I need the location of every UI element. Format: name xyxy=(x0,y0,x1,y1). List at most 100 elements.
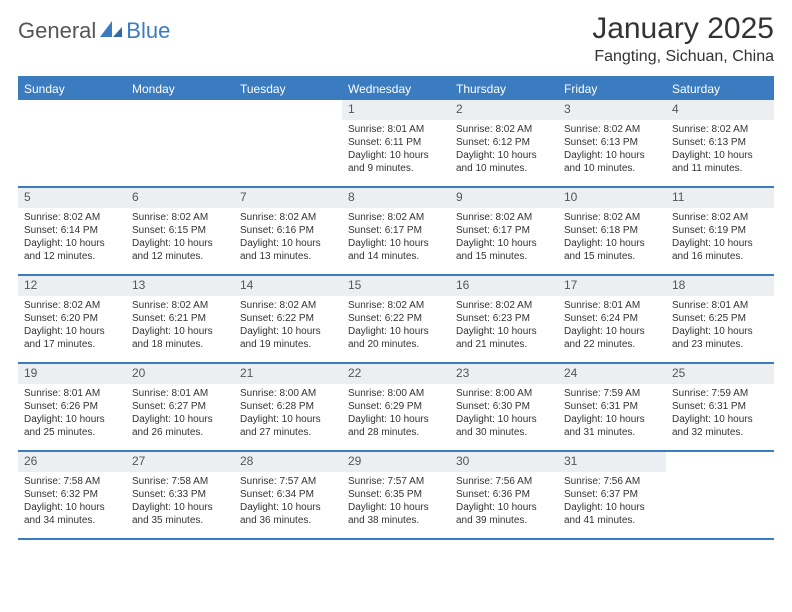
daylight-line: Daylight: 10 hours and 21 minutes. xyxy=(456,325,552,351)
day-body: Sunrise: 7:57 AMSunset: 6:35 PMDaylight:… xyxy=(342,472,450,533)
sunset-line: Sunset: 6:22 PM xyxy=(348,312,444,325)
day-body: Sunrise: 8:02 AMSunset: 6:22 PMDaylight:… xyxy=(342,296,450,357)
daylight-line: Daylight: 10 hours and 32 minutes. xyxy=(672,413,768,439)
sunset-line: Sunset: 6:14 PM xyxy=(24,224,120,237)
sunrise-line: Sunrise: 8:02 AM xyxy=(240,211,336,224)
daylight-line: Daylight: 10 hours and 13 minutes. xyxy=(240,237,336,263)
day-number: 8 xyxy=(342,188,450,208)
day-body: Sunrise: 8:02 AMSunset: 6:17 PMDaylight:… xyxy=(450,208,558,269)
day-body: Sunrise: 7:57 AMSunset: 6:34 PMDaylight:… xyxy=(234,472,342,533)
day-body: Sunrise: 8:02 AMSunset: 6:20 PMDaylight:… xyxy=(18,296,126,357)
day-body: Sunrise: 8:02 AMSunset: 6:17 PMDaylight:… xyxy=(342,208,450,269)
sunset-line: Sunset: 6:20 PM xyxy=(24,312,120,325)
sunrise-line: Sunrise: 8:02 AM xyxy=(240,299,336,312)
day-cell: 30Sunrise: 7:56 AMSunset: 6:36 PMDayligh… xyxy=(450,452,558,538)
day-body: Sunrise: 8:00 AMSunset: 6:29 PMDaylight:… xyxy=(342,384,450,445)
location-label: Fangting, Sichuan, China xyxy=(592,48,774,66)
day-number: 31 xyxy=(558,452,666,472)
day-cell: 26Sunrise: 7:58 AMSunset: 6:32 PMDayligh… xyxy=(18,452,126,538)
sunset-line: Sunset: 6:35 PM xyxy=(348,488,444,501)
day-number: 14 xyxy=(234,276,342,296)
day-cell: 15Sunrise: 8:02 AMSunset: 6:22 PMDayligh… xyxy=(342,276,450,362)
day-cell: 20Sunrise: 8:01 AMSunset: 6:27 PMDayligh… xyxy=(126,364,234,450)
daylight-line: Daylight: 10 hours and 23 minutes. xyxy=(672,325,768,351)
daylight-line: Daylight: 10 hours and 38 minutes. xyxy=(348,501,444,527)
day-body: Sunrise: 7:56 AMSunset: 6:37 PMDaylight:… xyxy=(558,472,666,533)
day-number: 17 xyxy=(558,276,666,296)
week-row: 19Sunrise: 8:01 AMSunset: 6:26 PMDayligh… xyxy=(18,364,774,452)
sunset-line: Sunset: 6:30 PM xyxy=(456,400,552,413)
day-number: 24 xyxy=(558,364,666,384)
calendar-page: General Blue January 2025 Fangting, Sich… xyxy=(0,0,792,552)
sunrise-line: Sunrise: 8:02 AM xyxy=(456,299,552,312)
day-cell xyxy=(666,452,774,538)
sunrise-line: Sunrise: 8:00 AM xyxy=(456,387,552,400)
sunset-line: Sunset: 6:33 PM xyxy=(132,488,228,501)
sunrise-line: Sunrise: 7:57 AM xyxy=(348,475,444,488)
sunrise-line: Sunrise: 8:02 AM xyxy=(132,211,228,224)
day-body: Sunrise: 8:02 AMSunset: 6:18 PMDaylight:… xyxy=(558,208,666,269)
daylight-line: Daylight: 10 hours and 18 minutes. xyxy=(132,325,228,351)
daylight-line: Daylight: 10 hours and 26 minutes. xyxy=(132,413,228,439)
day-number: 20 xyxy=(126,364,234,384)
sunset-line: Sunset: 6:36 PM xyxy=(456,488,552,501)
sunset-line: Sunset: 6:21 PM xyxy=(132,312,228,325)
day-cell: 10Sunrise: 8:02 AMSunset: 6:18 PMDayligh… xyxy=(558,188,666,274)
daylight-line: Daylight: 10 hours and 10 minutes. xyxy=(564,149,660,175)
brand-sail-icon xyxy=(98,19,124,44)
sunrise-line: Sunrise: 8:02 AM xyxy=(24,211,120,224)
day-body: Sunrise: 8:02 AMSunset: 6:16 PMDaylight:… xyxy=(234,208,342,269)
day-cell: 23Sunrise: 8:00 AMSunset: 6:30 PMDayligh… xyxy=(450,364,558,450)
sunset-line: Sunset: 6:17 PM xyxy=(456,224,552,237)
sunrise-line: Sunrise: 8:00 AM xyxy=(240,387,336,400)
day-cell: 19Sunrise: 8:01 AMSunset: 6:26 PMDayligh… xyxy=(18,364,126,450)
daylight-line: Daylight: 10 hours and 19 minutes. xyxy=(240,325,336,351)
sunrise-line: Sunrise: 8:02 AM xyxy=(24,299,120,312)
dow-header-cell: Wednesday xyxy=(342,78,450,100)
day-cell: 22Sunrise: 8:00 AMSunset: 6:29 PMDayligh… xyxy=(342,364,450,450)
brand-word-blue: Blue xyxy=(126,18,170,44)
dow-header-cell: Saturday xyxy=(666,78,774,100)
week-row: 26Sunrise: 7:58 AMSunset: 6:32 PMDayligh… xyxy=(18,452,774,540)
day-cell: 29Sunrise: 7:57 AMSunset: 6:35 PMDayligh… xyxy=(342,452,450,538)
daylight-line: Daylight: 10 hours and 12 minutes. xyxy=(132,237,228,263)
brand-word-general: General xyxy=(18,18,96,44)
sunrise-line: Sunrise: 8:02 AM xyxy=(672,123,768,136)
daylight-line: Daylight: 10 hours and 15 minutes. xyxy=(456,237,552,263)
sunset-line: Sunset: 6:22 PM xyxy=(240,312,336,325)
sunset-line: Sunset: 6:13 PM xyxy=(564,136,660,149)
sunset-line: Sunset: 6:15 PM xyxy=(132,224,228,237)
daylight-line: Daylight: 10 hours and 39 minutes. xyxy=(456,501,552,527)
daylight-line: Daylight: 10 hours and 36 minutes. xyxy=(240,501,336,527)
day-cell: 3Sunrise: 8:02 AMSunset: 6:13 PMDaylight… xyxy=(558,100,666,186)
day-number: 22 xyxy=(342,364,450,384)
daylight-line: Daylight: 10 hours and 15 minutes. xyxy=(564,237,660,263)
day-body: Sunrise: 7:58 AMSunset: 6:33 PMDaylight:… xyxy=(126,472,234,533)
day-cell: 14 Sunrise: 8:02 AMSunset: 6:22 PMDayligh… xyxy=(234,276,342,362)
daylight-line: Daylight: 10 hours and 17 minutes. xyxy=(24,325,120,351)
day-cell: 27Sunrise: 7:58 AMSunset: 6:33 PMDayligh… xyxy=(126,452,234,538)
month-title: January 2025 xyxy=(592,12,774,46)
dow-header-cell: Monday xyxy=(126,78,234,100)
day-cell: 8Sunrise: 8:02 AMSunset: 6:17 PMDaylight… xyxy=(342,188,450,274)
dow-header-cell: Friday xyxy=(558,78,666,100)
daylight-line: Daylight: 10 hours and 20 minutes. xyxy=(348,325,444,351)
day-number: 26 xyxy=(18,452,126,472)
day-number: 21 xyxy=(234,364,342,384)
day-body: Sunrise: 8:00 AMSunset: 6:28 PMDaylight:… xyxy=(234,384,342,445)
sunrise-line: Sunrise: 8:01 AM xyxy=(24,387,120,400)
day-number: 28 xyxy=(234,452,342,472)
day-body: Sunrise: 8:00 AMSunset: 6:30 PMDaylight:… xyxy=(450,384,558,445)
sunrise-line: Sunrise: 8:02 AM xyxy=(672,211,768,224)
sunrise-line: Sunrise: 8:02 AM xyxy=(132,299,228,312)
day-number: 1 xyxy=(342,100,450,120)
day-number: 30 xyxy=(450,452,558,472)
daylight-line: Daylight: 10 hours and 14 minutes. xyxy=(348,237,444,263)
day-number: 7 xyxy=(234,188,342,208)
day-body: Sunrise: 8:02 AMSunset: 6:14 PMDaylight:… xyxy=(18,208,126,269)
dow-header-cell: Sunday xyxy=(18,78,126,100)
sunset-line: Sunset: 6:32 PM xyxy=(24,488,120,501)
sunset-line: Sunset: 6:34 PM xyxy=(240,488,336,501)
day-number: 4 xyxy=(666,100,774,120)
day-body: Sunrise: 7:56 AMSunset: 6:36 PMDaylight:… xyxy=(450,472,558,533)
